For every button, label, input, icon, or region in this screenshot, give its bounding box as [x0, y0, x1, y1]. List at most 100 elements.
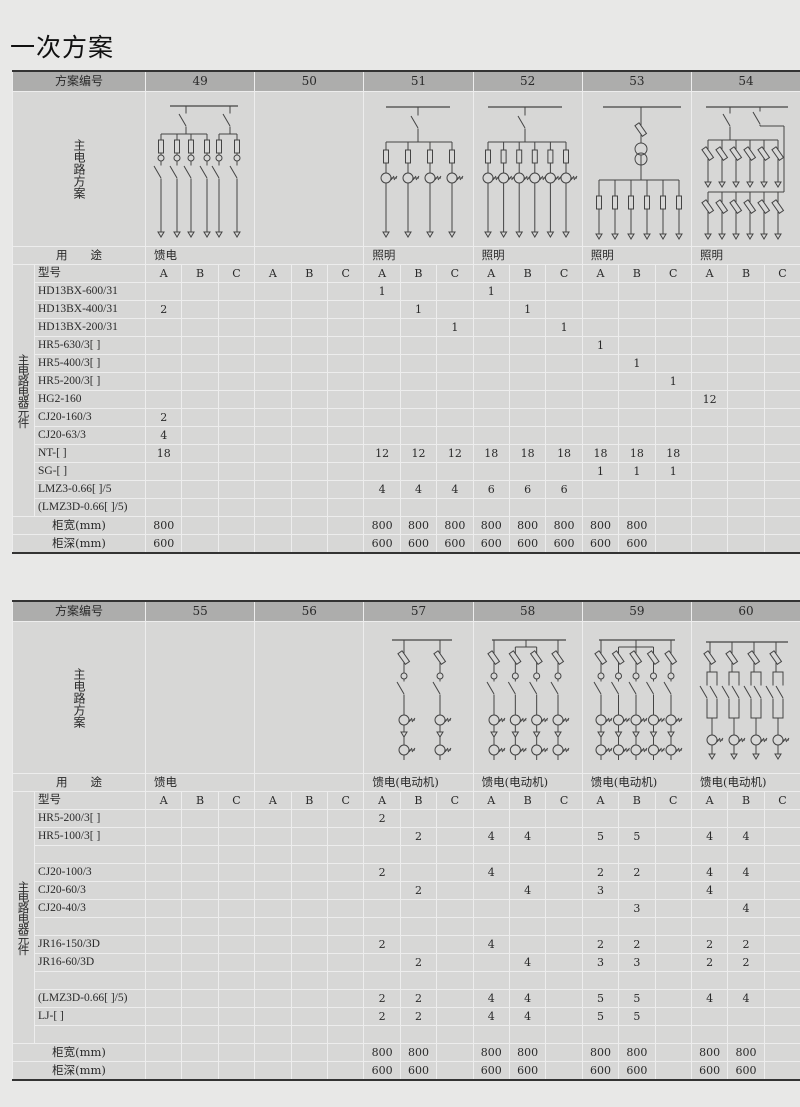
- table-row: (LMZ3D-0.66[ ]/5): [13, 498, 800, 517]
- quantity-cell: [217, 282, 256, 301]
- component-model: [33, 845, 147, 864]
- quantity-cell: [326, 426, 365, 445]
- table-row: HD13BX-200/31 1 1: [13, 318, 800, 337]
- quantity-cell: [363, 845, 401, 864]
- usage-label: 用 途: [11, 246, 147, 265]
- quantity-cell: [290, 971, 328, 990]
- quantity-cell: [399, 354, 438, 373]
- quantity-cell: [254, 989, 292, 1008]
- quantity-cell: [727, 462, 765, 481]
- quantity-cell: [217, 480, 256, 499]
- quantity-cell: [181, 827, 219, 846]
- quantity-cell: [545, 935, 583, 954]
- quantity-cell: 4: [472, 1007, 510, 1026]
- sub-column-label: A: [581, 791, 620, 810]
- cabinet-width-value: 800: [363, 1043, 401, 1062]
- quantity-cell: [727, 390, 765, 409]
- quantity-cell: [654, 1007, 692, 1026]
- quantity-cell: [326, 498, 365, 517]
- quantity-cell: [472, 372, 510, 391]
- quantity-cell: [181, 899, 219, 918]
- quantity-cell: 1: [399, 300, 438, 319]
- quantity-cell: [763, 917, 800, 936]
- quantity-cell: [581, 390, 620, 409]
- quantity-cell: [727, 372, 765, 391]
- quantity-cell: [654, 390, 692, 409]
- quantity-cell: [290, 845, 328, 864]
- quantity-cell: 18: [581, 444, 620, 463]
- sub-column-label: C: [217, 264, 256, 283]
- quantity-cell: [618, 971, 656, 990]
- quantity-cell: 4: [690, 827, 729, 846]
- quantity-cell: [472, 971, 510, 990]
- cabinet-width-row: 柜宽(mm) 800 800 800 800 800 800 800 800 800: [11, 516, 800, 535]
- quantity-cell: [727, 1007, 765, 1026]
- model-header-row: 主电路电器元件 型号 A B C A B C A B C A B C A B C A B C: [12, 264, 800, 517]
- quantity-cell: [436, 462, 474, 481]
- quantity-cell: [581, 845, 620, 864]
- table-row: NT-[ ] 18 12 12 12 18 18 18 18 18 18: [13, 444, 800, 463]
- quantity-cell: [181, 971, 219, 990]
- quantity-cell: [545, 809, 583, 828]
- quantity-cell: [763, 845, 800, 864]
- usage-value: 照明: [363, 246, 474, 265]
- sub-column-label: A: [690, 264, 729, 283]
- quantity-cell: [363, 953, 401, 972]
- quantity-cell: [217, 845, 256, 864]
- scheme-number: 53: [581, 70, 692, 92]
- circuit-diagram: [690, 621, 800, 774]
- quantity-cell: [436, 300, 474, 319]
- quantity-cell: [436, 863, 474, 882]
- quantity-cell: 2: [399, 827, 438, 846]
- quantity-cell: [654, 917, 692, 936]
- quantity-cell: [326, 282, 365, 301]
- scheme-number: 51: [363, 70, 474, 92]
- sub-column-label: A: [254, 791, 292, 810]
- table-row: HR5-200/3[ ] 2: [13, 809, 800, 828]
- cabinet-depth-value: 600: [727, 1061, 765, 1081]
- quantity-cell: [508, 863, 547, 882]
- quantity-cell: [472, 336, 510, 355]
- scheme-number: 58: [472, 600, 583, 622]
- model-label: 型号: [33, 264, 147, 283]
- quantity-cell: [654, 935, 692, 954]
- cabinet-width-value: [436, 1043, 474, 1062]
- quantity-cell: [654, 989, 692, 1008]
- quantity-cell: [545, 1007, 583, 1026]
- cabinet-depth-value: 600: [472, 534, 510, 554]
- quantity-cell: [508, 318, 547, 337]
- quantity-cell: [145, 809, 183, 828]
- model-label: 型号: [33, 791, 147, 810]
- quantity-cell: [363, 354, 401, 373]
- quantity-cell: [690, 971, 729, 990]
- quantity-cell: [181, 426, 219, 445]
- component-model: HD13BX-200/31: [33, 318, 147, 337]
- quantity-cell: 6: [508, 480, 547, 499]
- quantity-cell: [690, 498, 729, 517]
- sub-column-label: A: [254, 264, 292, 283]
- usage-value: 馈电: [145, 773, 256, 792]
- cabinet-depth-value: 600: [618, 534, 656, 554]
- quantity-cell: [290, 809, 328, 828]
- quantity-cell: [145, 354, 183, 373]
- quantity-cell: [545, 426, 583, 445]
- table-row: CJ20-60/3 2 4 3 4: [13, 881, 800, 900]
- cabinet-width-value: 800: [145, 516, 183, 535]
- circuit-diagram: [472, 621, 583, 774]
- usage-value: [254, 773, 365, 792]
- quantity-cell: [217, 372, 256, 391]
- quantity-cell: [363, 498, 401, 517]
- quantity-cell: [618, 318, 656, 337]
- quantity-cell: [690, 408, 729, 427]
- cabinet-width-value: [654, 516, 692, 535]
- quantity-cell: [181, 480, 219, 499]
- quantity-cell: [399, 863, 438, 882]
- component-model: CJ20-63/3: [33, 426, 147, 445]
- quantity-cell: [472, 426, 510, 445]
- quantity-cell: [181, 989, 219, 1008]
- quantity-cell: [727, 354, 765, 373]
- quantity-cell: [763, 444, 800, 463]
- circuit-diagram-53: [594, 106, 683, 240]
- component-model: SG-[ ]: [33, 462, 147, 481]
- quantity-cell: [254, 498, 292, 517]
